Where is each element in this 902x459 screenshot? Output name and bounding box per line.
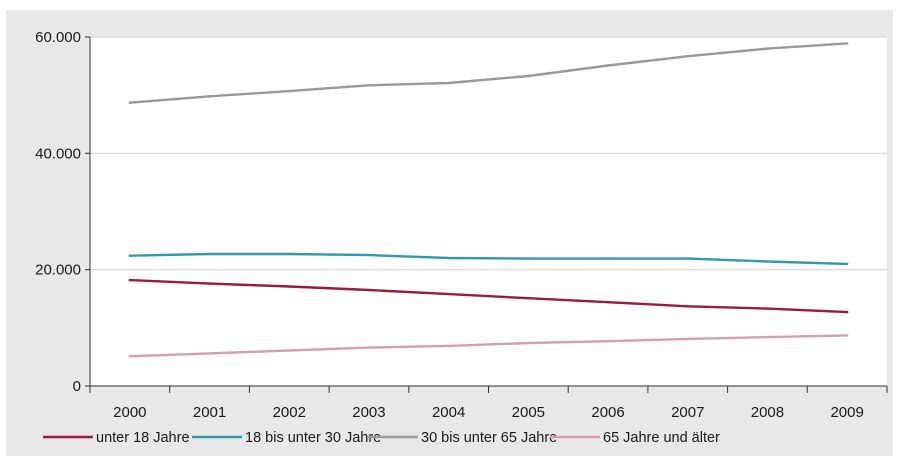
data-point [367, 288, 371, 292]
legend-label: 18 bis unter 30 Jahre [245, 430, 381, 446]
legend-label: unter 18 Jahre [96, 430, 190, 446]
data-point [128, 101, 132, 104]
x-tick-label: 2008 [751, 404, 784, 421]
data-point [288, 252, 291, 256]
x-tick-label: 2007 [671, 404, 704, 421]
data-point [527, 341, 530, 345]
data-point [367, 253, 371, 257]
data-point [288, 285, 291, 288]
axes: 0 20.000 40.000 60.000 2000 2001 2002 2003 2004 2… [35, 29, 888, 421]
x-tick-label: 2005 [512, 404, 545, 421]
data-point [845, 262, 849, 266]
data-point [527, 74, 530, 78]
data-point [447, 81, 450, 85]
x-tick-label: 2000 [113, 404, 146, 421]
data-point [447, 256, 450, 260]
plot-area [90, 37, 887, 386]
data-point [367, 84, 371, 87]
data-point [367, 346, 371, 349]
data-point [606, 301, 610, 304]
data-point [845, 42, 849, 45]
legend: unter 18 Jahre 18 bis unter 30 Jahre 30 bi… [43, 430, 720, 446]
legend-label: 30 bis unter 65 Jahre [421, 430, 557, 446]
series-line-3 [128, 42, 849, 104]
series-line-1 [128, 278, 849, 314]
data-point [128, 355, 132, 358]
data-point [208, 252, 211, 256]
series-line-4 [128, 334, 849, 358]
series-line-2 [128, 252, 849, 266]
data-point [606, 257, 610, 260]
y-tick-label: 0 [73, 378, 81, 395]
data-point [686, 337, 689, 341]
data-point [686, 305, 689, 308]
data-point [845, 310, 849, 314]
data-point [527, 296, 530, 300]
x-tick-label: 2009 [830, 404, 863, 421]
data-point [128, 278, 132, 282]
x-tick-label: 2001 [193, 404, 226, 421]
data-point [766, 47, 769, 50]
data-point [288, 89, 291, 93]
data-point [527, 257, 530, 260]
data-point [686, 257, 689, 260]
data-point [128, 254, 132, 257]
gridlines [90, 36, 887, 271]
data-point [766, 335, 769, 339]
data-point [208, 282, 211, 285]
series-lines [128, 42, 849, 358]
data-point [606, 340, 610, 343]
data-point [447, 344, 450, 348]
data-point [447, 292, 450, 296]
data-point [766, 307, 769, 310]
y-tick-label: 40.000 [35, 145, 81, 162]
x-tick-label: 2003 [352, 404, 385, 421]
data-point [208, 352, 211, 355]
legend-label: 65 Jahre und älter [603, 430, 720, 446]
x-tick-label: 2004 [432, 404, 465, 421]
y-tick-label: 20.000 [35, 262, 81, 279]
chart-panel: 0 20.000 40.000 60.000 2000 2001 2002 2003 2004 2… [6, 10, 893, 456]
line-chart: 0 20.000 40.000 60.000 2000 2001 2002 2003 2004 2… [35, 29, 888, 446]
data-point [686, 54, 689, 58]
x-tick-label: 2002 [273, 404, 306, 421]
data-point [845, 334, 849, 337]
data-point [288, 349, 291, 352]
x-tick-label: 2006 [591, 404, 624, 421]
data-point [208, 95, 211, 98]
y-tick-label: 60.000 [35, 29, 81, 46]
data-point [766, 260, 769, 263]
data-point [606, 64, 610, 67]
